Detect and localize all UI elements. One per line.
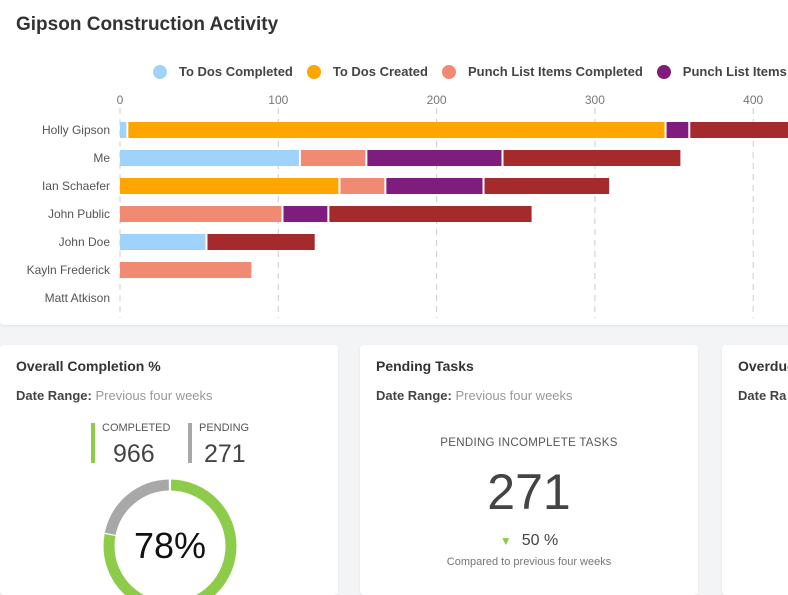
completion-donut: [103, 479, 237, 595]
bar-segment: [120, 234, 206, 250]
x-tick-label: 300: [585, 93, 605, 107]
legend-dot-icon: [656, 64, 671, 79]
category-label: Me: [93, 151, 110, 165]
card-title: Overdue: [738, 358, 788, 374]
pending-bar: [188, 423, 192, 463]
bar-segment: [128, 122, 665, 138]
bar-segment: [690, 122, 788, 138]
bar-segment: [120, 150, 299, 166]
completion-percent: 78%: [133, 525, 207, 566]
x-tick-label: 400: [743, 93, 763, 107]
bar-segment: [120, 262, 252, 278]
legend-dot-icon: [441, 64, 456, 79]
category-label: Ian Schaefer: [42, 179, 110, 193]
date-range-label: Date Range:: [16, 388, 92, 403]
activity-chart-card: Gipson Construction Activity To Dos Comp…: [0, 0, 788, 325]
bar-chart: 0 100 200 300 400 Holly Gipson Me Ian Schaefer J…: [27, 93, 788, 318]
x-tick-label: 200: [427, 93, 447, 107]
completed-value: 966: [113, 440, 155, 468]
legend-item[interactable]: To Dos Created: [306, 64, 428, 79]
category-label: John Doe: [59, 235, 111, 249]
legend-label: Punch List Items: [682, 64, 787, 79]
completed-label: COMPLETED: [102, 422, 171, 434]
bar-segment: [120, 122, 127, 138]
bar-segment: [484, 178, 610, 194]
down-triangle-icon: ▼: [499, 534, 512, 548]
bar-segment: [283, 206, 328, 222]
date-range-value: Previous four weeks: [455, 388, 573, 403]
pending-value: 271: [204, 440, 246, 468]
pending-compare: Compared to previous four weeks: [446, 556, 612, 568]
legend-dot-icon: [306, 64, 321, 79]
date-range-label: Date Ra: [738, 388, 787, 403]
bar-segment: [120, 178, 339, 194]
bar-segment: [367, 150, 502, 166]
donut-pending-arc: [103, 479, 237, 595]
date-range-value: Previous four weeks: [95, 388, 213, 403]
pending-change-value: 50 %: [521, 532, 559, 549]
bar-segment: [120, 206, 282, 222]
bar-segment: [666, 122, 689, 138]
date-range-label: Date Range:: [376, 388, 452, 403]
category-label: John Public: [48, 207, 110, 221]
bar-segment: [300, 150, 366, 166]
category-label: Kayln Frederick: [27, 263, 111, 277]
pending-value: 271: [487, 464, 571, 520]
x-tick-label: 100: [268, 93, 288, 107]
card-title: Overall Completion %: [16, 358, 161, 374]
category-label: Holly Gipson: [42, 123, 110, 137]
bar-segment: [503, 150, 681, 166]
bar-segment: [207, 234, 315, 250]
date-range: Date Range: Previous four weeks: [16, 388, 213, 403]
overdue-card: Overdue Date Ra: [722, 345, 788, 595]
completed-bar: [91, 423, 95, 463]
date-range: Date Range: Previous four weeks: [376, 388, 573, 403]
legend-item[interactable]: Punch List Items Completed: [441, 64, 643, 79]
chart-legend: To Dos Completed To Dos Created Punch List…: [153, 64, 788, 79]
category-label: Matt Atkison: [45, 291, 110, 305]
pending-change: ▼ 50 %: [360, 532, 698, 550]
legend-label: To Dos Completed: [179, 64, 293, 79]
legend-item[interactable]: Punch List Items: [656, 64, 787, 79]
legend-dot-icon: [153, 64, 167, 79]
bar-segment: [340, 178, 385, 194]
bar-segment: [386, 178, 483, 194]
donut-completed-arc: [103, 479, 237, 595]
date-range: Date Ra: [738, 388, 786, 403]
card-title: Pending Tasks: [376, 358, 474, 374]
legend-item[interactable]: To Dos Completed: [153, 64, 293, 79]
overall-completion-card: Overall Completion % Date Range: Previou…: [0, 345, 338, 595]
pending-label: PENDING: [199, 422, 250, 434]
pending-tasks-card: Pending Tasks Date Range: Previous four …: [360, 345, 698, 595]
pending-label: PENDING INCOMPLETE TASKS: [440, 437, 618, 449]
chart-title: Gipson Construction Activity: [16, 14, 279, 35]
legend-label: To Dos Created: [332, 64, 428, 79]
bar-segment: [329, 206, 532, 222]
x-tick-label: 0: [117, 93, 124, 107]
legend-label: Punch List Items Completed: [467, 64, 643, 79]
